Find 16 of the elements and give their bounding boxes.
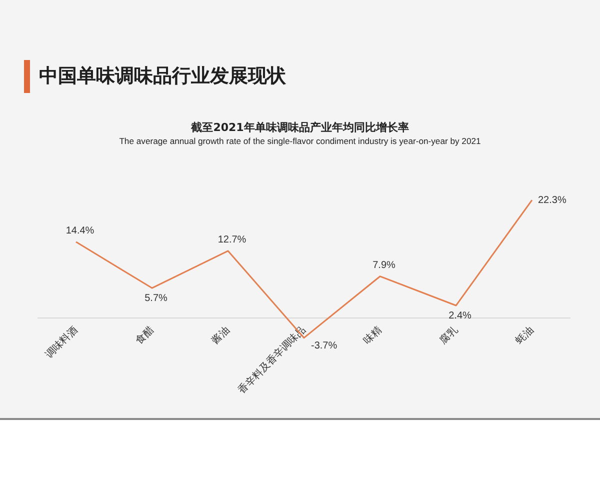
x-tick-label: 腐乳 <box>437 324 460 347</box>
data-label: 7.9% <box>372 260 396 272</box>
data-label: 22.3% <box>538 194 566 206</box>
data-label: 12.7% <box>218 234 246 246</box>
x-tick-label: 食醋 <box>133 324 156 347</box>
x-tick-label: 蚝油 <box>513 324 536 347</box>
text: The average annual growth rate of the single-flavor condiment industry is year-on-year by 2021 <box>118 136 482 146</box>
chart-title: 中国单味调味品行业发展现状 <box>39 64 286 89</box>
data-label: 5.7% <box>144 292 168 304</box>
x-tick-label: 酱油 <box>209 324 232 347</box>
x-tick-label: 味精 <box>361 324 384 347</box>
data-label: 2.4% <box>448 310 472 322</box>
x-tick-label: 调味料酒 <box>43 324 80 361</box>
data-label: 14.4% <box>66 226 94 237</box>
chart-subtitle: 截至2021年单味调味品产业年均同比增长率 <box>190 120 410 135</box>
data-label: -3.7% <box>311 340 338 352</box>
